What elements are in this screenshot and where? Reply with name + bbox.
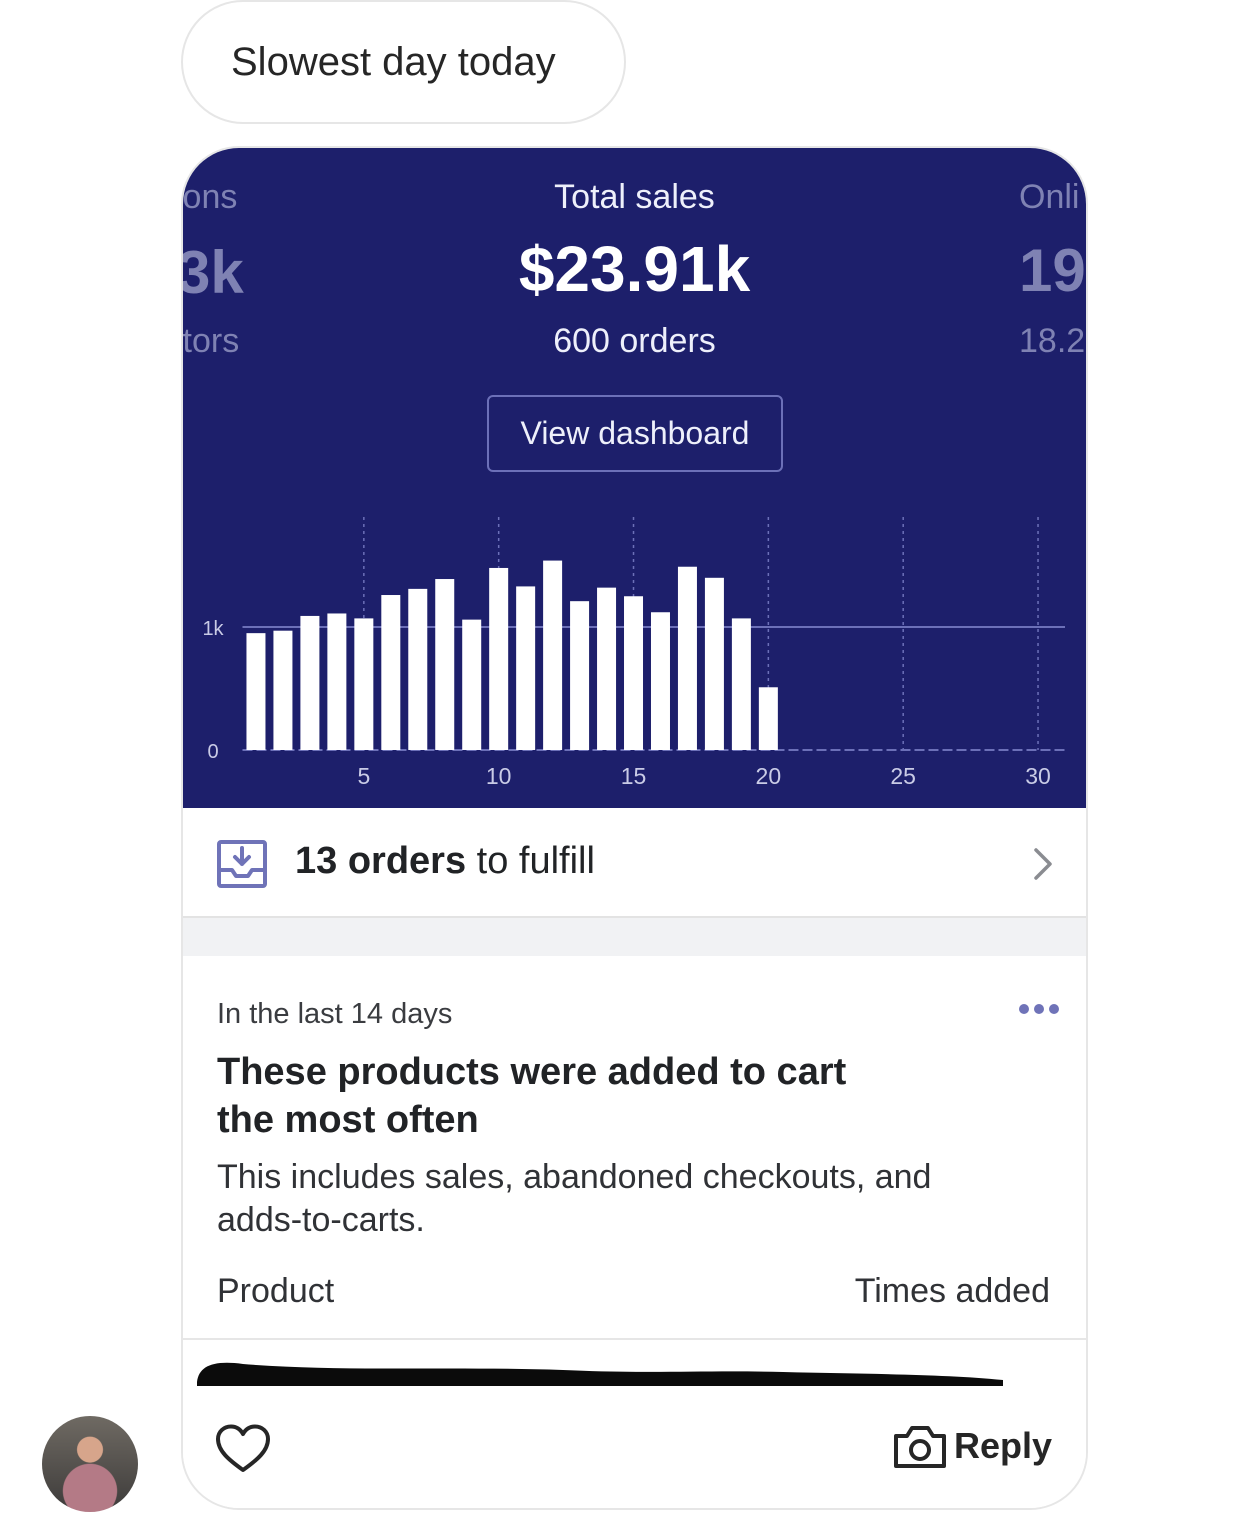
- x-tick-label: 30: [1025, 763, 1051, 789]
- column-header-product: Product: [217, 1272, 335, 1310]
- y-tick-label: 1k: [202, 618, 224, 640]
- reply-button[interactable]: Reply: [892, 1422, 1052, 1470]
- x-tick-label: 15: [621, 763, 647, 789]
- post-footer: Reply: [183, 1386, 1086, 1508]
- insight-title-line2: the most often: [217, 1099, 479, 1141]
- bar: [273, 630, 293, 750]
- insight-period: In the last 14 days: [217, 998, 453, 1030]
- y-tick-label: 0: [207, 741, 218, 763]
- column-header-times-added: Times added: [854, 1272, 1050, 1310]
- x-tick-label: 20: [756, 763, 782, 789]
- avatar[interactable]: [42, 1416, 138, 1512]
- more-dots-icon[interactable]: [1017, 1002, 1061, 1016]
- reply-label: Reply: [953, 1425, 1052, 1466]
- bar: [354, 618, 374, 750]
- insight-desc-line2: adds-to-carts.: [217, 1201, 425, 1239]
- orders-to-fulfill-row[interactable]: 13 orders to fulfill: [183, 808, 1086, 918]
- heart-icon[interactable]: [215, 1424, 271, 1474]
- view-dashboard-button[interactable]: View dashboard: [487, 395, 783, 472]
- message-bubble: Slowest day today: [181, 0, 626, 124]
- insight-description: This includes sales, abandoned checkouts…: [217, 1156, 931, 1242]
- section-divider: [183, 918, 1086, 957]
- right-stat-label: Onli: [1019, 178, 1080, 216]
- bar: [650, 612, 670, 750]
- left-stat-sub: itors: [181, 322, 240, 360]
- bar: [381, 595, 401, 750]
- inbox-download-icon: [217, 840, 267, 888]
- cart-insight-section: In the last 14 days These products were …: [183, 956, 1086, 1386]
- chevron-right-icon[interactable]: [1031, 846, 1055, 882]
- bar: [677, 566, 697, 750]
- bar: [731, 618, 751, 750]
- fulfill-rest: to fulfill: [466, 840, 595, 882]
- bar: [246, 633, 266, 750]
- sales-summary-panel: ions 3k itors Total sales $23.91k 600 or…: [183, 148, 1086, 808]
- right-stat-value: 19: [1019, 237, 1086, 304]
- bar: [489, 567, 509, 750]
- orders-count: 600 orders: [553, 322, 716, 360]
- bar: [435, 579, 455, 750]
- bar: [408, 588, 428, 750]
- total-sales-label: Total sales: [554, 178, 715, 216]
- bar: [462, 619, 482, 750]
- redaction-mark: [197, 1362, 1003, 1386]
- right-stat-sub: 18.2: [1019, 322, 1086, 360]
- insight-title-line1: These products were added to cart: [217, 1051, 847, 1093]
- camera-icon: [893, 1426, 946, 1468]
- insight-title: These products were added to cart the mo…: [217, 1048, 846, 1144]
- bar: [570, 601, 590, 750]
- x-tick-label: 25: [890, 763, 916, 789]
- table-divider: [183, 1338, 1086, 1340]
- bar: [758, 687, 778, 750]
- bar: [516, 586, 536, 750]
- bar: [300, 615, 320, 750]
- sales-bar-chart: 0 1k 5 10 15 20 25 30: [202, 517, 1065, 789]
- bar: [597, 587, 617, 750]
- insight-desc-line1: This includes sales, abandoned checkouts…: [217, 1158, 932, 1196]
- message-text: Slowest day today: [231, 39, 556, 84]
- left-stat-value: 3k: [181, 239, 244, 306]
- x-tick-label: 10: [486, 763, 512, 789]
- x-tick-label: 5: [357, 763, 370, 789]
- fulfill-text: 13 orders to fulfill: [295, 840, 595, 883]
- bar: [327, 613, 347, 750]
- shared-post-card[interactable]: ions 3k itors Total sales $23.91k 600 or…: [181, 146, 1088, 1510]
- total-sales-value: $23.91k: [518, 233, 751, 305]
- bar: [704, 577, 724, 750]
- fulfill-count: 13 orders: [295, 840, 467, 882]
- left-stat-label: ions: [181, 178, 238, 216]
- bar: [624, 596, 644, 750]
- bar: [543, 560, 563, 750]
